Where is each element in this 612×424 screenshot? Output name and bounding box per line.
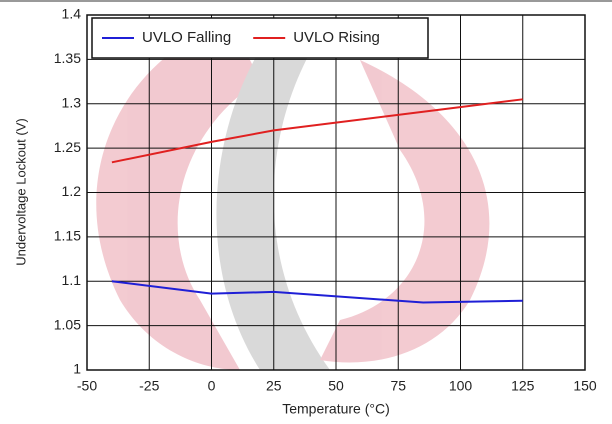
x-tick-label: 125 (511, 378, 535, 394)
plot-frame (86, 14, 586, 371)
x-tick-label: 25 (266, 378, 282, 394)
x-tick-label: 50 (328, 378, 344, 394)
x-axis-label: Temperature (°C) (282, 401, 390, 417)
y-tick-label: 1.3 (62, 94, 82, 110)
x-tick-label: 75 (390, 378, 406, 394)
x-tick-label: 0 (208, 378, 216, 394)
legend-label: UVLO Falling (142, 29, 231, 46)
y-tick-label: 1.1 (62, 272, 82, 288)
x-tick-label: 100 (449, 378, 473, 394)
y-tick-label: 1.4 (62, 6, 82, 22)
y-tick-label: 1.25 (54, 139, 81, 155)
x-tick-label: 150 (573, 378, 597, 394)
series-line (111, 280, 523, 304)
x-tick-label: -50 (77, 378, 97, 394)
legend-label: UVLO Rising (293, 29, 380, 46)
y-axis-label: Undervoltage Lockout (V) (13, 118, 28, 265)
y-tick-label: 1 (73, 361, 81, 377)
x-tick-label: -25 (139, 378, 159, 394)
y-tick-label: 1.2 (62, 183, 82, 199)
y-tick-label: 1.35 (54, 50, 81, 66)
y-tick-label: 1.15 (54, 228, 81, 244)
watermark (96, 20, 490, 370)
y-tick-label: 1.05 (54, 316, 81, 332)
series-line (111, 98, 523, 164)
